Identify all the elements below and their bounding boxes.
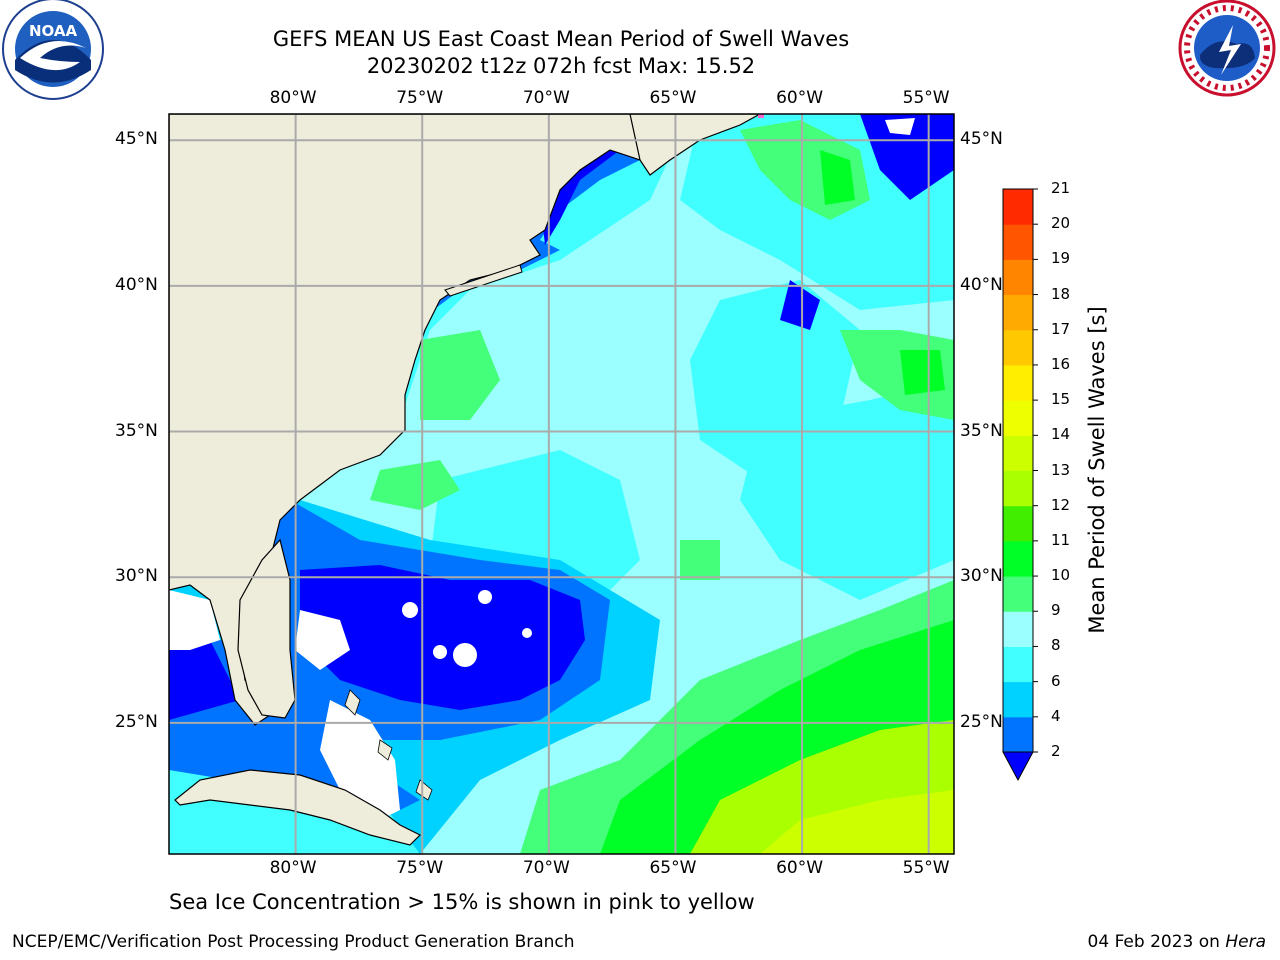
lon-tick-bottom: 80°W (269, 858, 317, 878)
swell-period-field (169, 114, 954, 854)
sea-ice-caption: Sea Ice Concentration > 15% is shown in … (169, 890, 755, 914)
colorbar-level-label: 6 (1051, 671, 1061, 690)
colorbar-bin (1003, 540, 1033, 577)
lon-tick-bottom: 70°W (522, 858, 570, 878)
colorbar-bin (1003, 224, 1033, 260)
colorbar (1002, 188, 1038, 782)
lat-tick-right: 25°N (960, 711, 1003, 732)
lat-tick-right: 40°N (960, 274, 1003, 295)
colorbar-level-label: 10 (1051, 566, 1071, 585)
colorbar-level-label: 16 (1051, 354, 1071, 373)
colorbar-level-label: 4 (1051, 706, 1061, 725)
colorbar-level-label: 2 (1051, 742, 1061, 760)
colorbar-level-label: 19 (1051, 249, 1071, 268)
colorbar-level-label: 13 (1051, 460, 1071, 479)
national-weather-service-logo (1178, 0, 1276, 97)
lon-tick-top: 80°W (269, 88, 317, 108)
svg-text:NOAA: NOAA (29, 22, 78, 40)
map-gridlines (169, 114, 954, 854)
colorbar-level-label: 21 (1051, 179, 1071, 197)
colorbar-bin (1003, 716, 1033, 753)
colorbar-bin (1003, 400, 1033, 436)
lat-tick-left: 25°N (115, 711, 158, 732)
lon-tick-bottom: 75°W (396, 858, 444, 878)
lat-tick-right: 35°N (960, 420, 1003, 441)
colorbar-level-label: 12 (1051, 495, 1071, 514)
colorbar-bin (1003, 294, 1033, 331)
colorbar-bin (1003, 681, 1033, 718)
map-title: GEFS MEAN US East Coast Mean Period of S… (272, 27, 850, 51)
colorbar-title: Mean Period of Swell Waves [s] (1085, 306, 1109, 634)
colorbar-bin (1003, 364, 1033, 401)
colorbar-level-label: 9 (1051, 601, 1061, 620)
footer-credit: NCEP/EMC/Verification Post Processing Pr… (12, 932, 575, 952)
lon-tick-bottom: 65°W (649, 858, 697, 878)
lat-tick-left: 40°N (115, 274, 158, 295)
lat-tick-left: 30°N (115, 566, 158, 587)
colorbar-bin (1003, 646, 1033, 683)
colorbar-level-label: 11 (1051, 530, 1071, 549)
colorbar-bin (1003, 259, 1033, 296)
colorbar-level-label: 14 (1051, 425, 1071, 444)
lon-tick-top: 65°W (649, 88, 697, 108)
colorbar-level-label: 17 (1051, 319, 1071, 338)
colorbar-bin (1003, 611, 1033, 647)
lat-tick-left: 35°N (115, 420, 158, 441)
colorbar-level-label: 20 (1051, 214, 1071, 233)
colorbar-level-label: 8 (1051, 636, 1061, 655)
colorbar-bin (1003, 435, 1033, 471)
colorbar-bin (1003, 189, 1033, 225)
colorbar-bin (1003, 329, 1033, 366)
lat-tick-right: 45°N (960, 129, 1003, 150)
map-subtitle: 20230202 t12z 072h fcst Max: 15.52 (366, 54, 756, 78)
colorbar-bin (1003, 505, 1033, 542)
colorbar-level-label: 18 (1051, 284, 1071, 303)
colorbar-bin (1003, 576, 1033, 612)
colorbar-bin (1003, 470, 1033, 507)
lon-tick-top: 70°W (522, 88, 570, 108)
map-frame (168, 113, 955, 855)
lat-tick-right: 30°N (960, 566, 1003, 587)
lon-tick-bottom: 60°W (776, 858, 824, 878)
lon-tick-top: 75°W (396, 88, 444, 108)
lon-tick-top: 60°W (776, 88, 824, 108)
lat-tick-left: 45°N (115, 129, 158, 150)
footer-date-text: 04 Feb 2023 on (1087, 932, 1226, 952)
lon-tick-top: 55°W (902, 88, 950, 108)
noaa-logo: NOAA (2, 0, 104, 100)
lon-tick-bottom: 55°W (902, 858, 950, 878)
footer-machine: Hera (1225, 932, 1266, 952)
colorbar-under-extension (1002, 751, 1034, 782)
colorbar-level-label: 15 (1051, 390, 1071, 409)
footer-date: 04 Feb 2023 on Hera (1088, 932, 1266, 952)
